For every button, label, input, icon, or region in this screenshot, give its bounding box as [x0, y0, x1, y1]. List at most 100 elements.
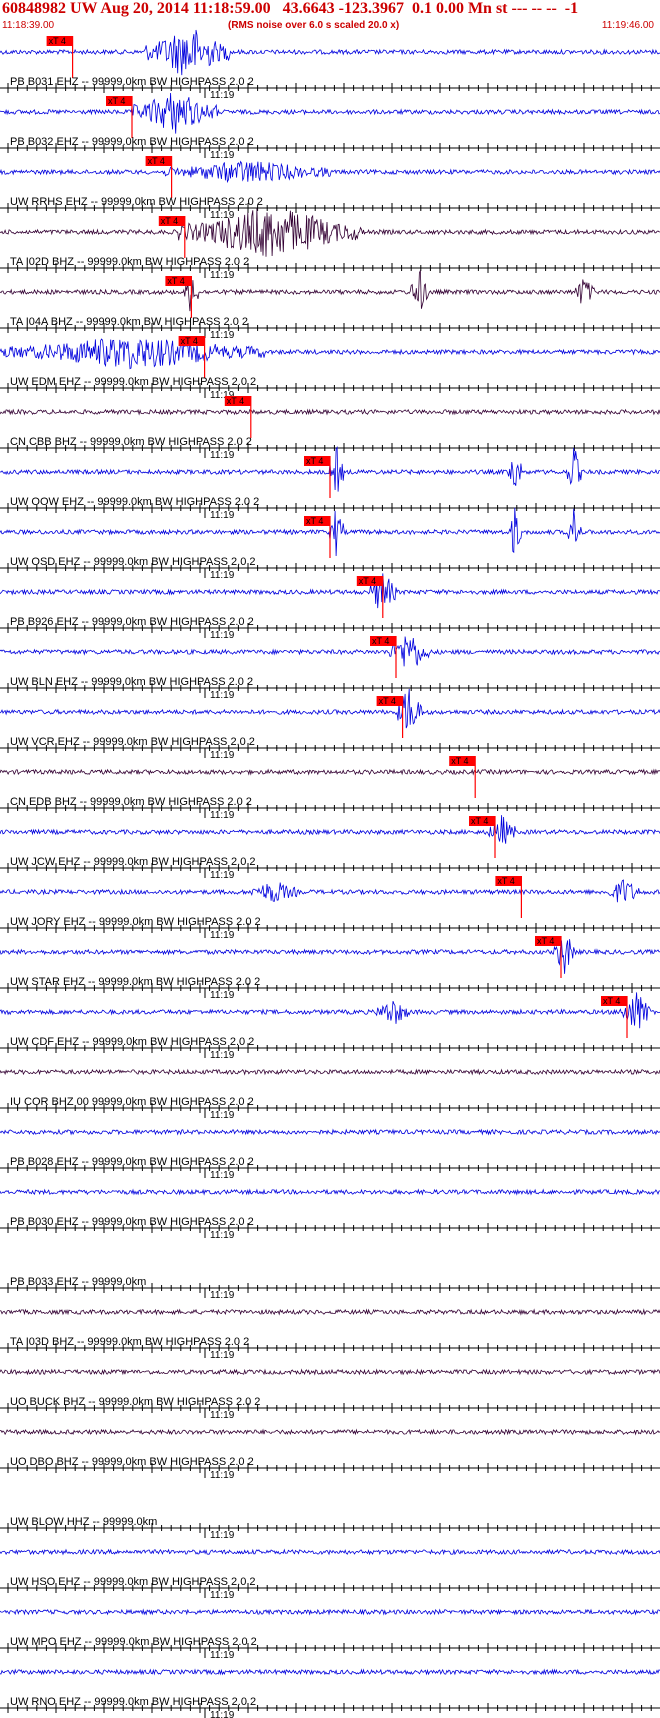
- pick-label: xT 4: [306, 516, 323, 526]
- minute-label: 11:19: [210, 1290, 235, 1301]
- pick-flag: [535, 936, 561, 946]
- station-label: TA I02D BHZ -- 99999.0km BW HIGHPASS 2.0…: [10, 256, 249, 268]
- station-label: UO BUCK BHZ -- 99999.0km BW HIGHPASS 2.0…: [10, 1396, 260, 1408]
- trace-row: 11:19 xT 4 UW JORY EHZ -- 99999.0km BW HIG…: [0, 876, 660, 941]
- trace-row: 11:19 UW BLOW HHZ -- 99999.0km: [0, 1516, 660, 1541]
- trace-row: 11:19 xT 4 UW STAR EHZ -- 99999.0km BW HIG…: [0, 936, 660, 1001]
- waveform-line: [0, 1428, 660, 1436]
- waveform-line: [0, 92, 660, 134]
- pick-flag: [165, 276, 192, 286]
- waveform-line: [0, 939, 660, 974]
- minute-label: 11:19: [210, 270, 235, 281]
- station-label: UW EDM EHZ -- 99999.0km BW HIGHPASS 2.0 …: [10, 376, 256, 388]
- station-label: PB B033 EHZ -- 99999.0km: [10, 1276, 146, 1288]
- trace-row: 11:19 UW HSO EHZ -- 99999.0km BW HIGHPASS…: [0, 1548, 660, 1601]
- station-label: UW HSO EHZ -- 99999.0km BW HIGHPASS 2.0 …: [10, 1576, 256, 1588]
- trace-row: 11:19 xT 4 UW OSD EHZ -- 99999.0km BW HIGH…: [0, 507, 660, 581]
- waveform-line: [0, 1608, 660, 1616]
- pick-flag: [106, 96, 132, 106]
- waveform-line: [0, 879, 660, 903]
- trace-row: 11:19 xT 4 PB B031 EHZ -- 99999.0km BW HIG…: [0, 29, 660, 101]
- trace-row: 11:19 xT 4 UW EDM EHZ -- 99999.0km BW HIGH…: [0, 336, 660, 401]
- waveform-line: [0, 29, 660, 76]
- waveform-line: [0, 270, 660, 312]
- pick-flag: [304, 456, 330, 466]
- pick-label: xT 4: [372, 636, 389, 646]
- minute-label: 11:19: [210, 1170, 235, 1181]
- waveform-line: [0, 688, 660, 729]
- waveform-line: [0, 408, 660, 416]
- minute-label: 11:19: [210, 1650, 235, 1661]
- waveform-line: [0, 768, 660, 776]
- waveform-line: [0, 573, 660, 609]
- waveform-line: [0, 1068, 660, 1076]
- trace-row: 11:19 xT 4 PB B032 EHZ -- 99999.0km BW HIG…: [0, 92, 660, 161]
- pick-flag: [495, 876, 522, 886]
- station-label: PB B028 EHZ -- 99999.0km BW HIGHPASS 2.0…: [10, 1156, 254, 1168]
- minute-label: 11:19: [210, 1710, 235, 1718]
- trace-row: 11:19 xT 4 UW JCW EHZ -- 99999.0km BW HIGH…: [0, 815, 660, 881]
- pick-label: xT 4: [49, 36, 66, 46]
- station-label: UW CDF EHZ -- 99999.0km BW HIGHPASS 2.0 …: [10, 1036, 254, 1048]
- pick-label: xT 4: [451, 756, 468, 766]
- station-label: UO DBO BHZ -- 99999.0km BW HIGHPASS 2.0 …: [10, 1456, 254, 1468]
- trace-row: 11:19 xT 4 UW VCR EHZ -- 99999.0km BW HIGH…: [0, 688, 660, 761]
- pick-flag: [145, 156, 172, 166]
- minute-label: 11:19: [210, 690, 235, 701]
- pick-flag: [376, 696, 403, 706]
- minute-label: 11:19: [210, 750, 235, 761]
- minute-label: 11:19: [210, 330, 235, 341]
- trace-row: 11:19 UO DBO BHZ -- 99999.0km BW HIGHPASS…: [0, 1428, 660, 1481]
- waveform-line: [0, 636, 660, 667]
- trace-row: 11:19 UO BUCK BHZ -- 99999.0km BW HIGHPAS…: [0, 1368, 660, 1421]
- trace-row: 11:19 UW RNO EHZ -- 99999.0km BW HIGHPASS…: [0, 1668, 660, 1718]
- trace-row: 11:19 xT 4 UW BLN EHZ -- 99999.0km BW HIGH…: [0, 636, 660, 701]
- waveform-line: [0, 338, 660, 370]
- trace-row: 11:19 xT 4 CN CBB BHZ -- 99999.0km BW HIGH…: [0, 396, 660, 461]
- minute-label: 11:19: [210, 870, 235, 881]
- waveform-line: [0, 208, 660, 257]
- station-label: UW JCW EHZ -- 99999.0km BW HIGHPASS 2.0 …: [10, 856, 256, 868]
- waveform-line: [0, 1188, 660, 1196]
- pick-flag: [469, 816, 495, 826]
- minute-label: 11:19: [210, 1350, 235, 1361]
- waveform-line: [0, 1308, 660, 1316]
- station-label: UW VCR EHZ -- 99999.0km BW HIGHPASS 2.0 …: [10, 736, 255, 748]
- minute-label: 11:19: [210, 1470, 235, 1481]
- pick-label: xT 4: [306, 456, 323, 466]
- event-title: 60848982 UW Aug 20, 2014 11:18:59.00 43.…: [2, 0, 579, 17]
- trace-row: 11:19 IU COR BHZ 00 99999.0km BW HIGHPASS…: [0, 1068, 660, 1121]
- minute-label: 11:19: [210, 1110, 235, 1121]
- trace-row: 11:19 PB B030 EHZ -- 99999.0km BW HIGHPAS…: [0, 1188, 660, 1241]
- minute-label: 11:19: [210, 510, 235, 521]
- pick-flag: [178, 336, 205, 346]
- station-label: PB B926 EHZ -- 99999.0km BW HIGHPASS 2.0…: [10, 616, 254, 628]
- trace-row: 11:19 xT 4 UW CDF EHZ -- 99999.0km BW HIGH…: [0, 992, 660, 1061]
- station-label: IU COR BHZ 00 99999.0km BW HIGHPASS 2.0 …: [10, 1096, 254, 1108]
- pick-label: xT 4: [108, 96, 125, 106]
- trace-row: 11:19 xT 4 UW OOW EHZ -- 99999.0km BW HIGH…: [0, 445, 660, 521]
- trace-row: 11:19 xT 4 TA I02D BHZ -- 99999.0km BW HIG…: [0, 208, 660, 281]
- minute-label: 11:19: [210, 1410, 235, 1421]
- waveform-line: [0, 1548, 660, 1556]
- trace-row: 11:19 PB B033 EHZ -- 99999.0km: [0, 1276, 660, 1301]
- pick-flag: [601, 996, 627, 1006]
- pick-label: xT 4: [497, 876, 514, 886]
- minute-label: 11:19: [210, 810, 235, 821]
- station-label: UW BLN EHZ -- 99999.0km BW HIGHPASS 2.0 …: [10, 676, 253, 688]
- pick-label: xT 4: [148, 156, 165, 166]
- minute-label: 11:19: [210, 570, 235, 581]
- minute-label: 11:19: [210, 630, 235, 641]
- noise-note: (RMS noise over 6.0 s scaled 20.0 x): [228, 20, 400, 31]
- waveform-line: [0, 992, 660, 1029]
- station-label: UW JORY EHZ -- 99999.0km BW HIGHPASS 2.0…: [10, 916, 261, 928]
- waveform-line: [0, 1668, 660, 1676]
- end-time: 11:19:46.00: [601, 20, 654, 31]
- trace-row: 11:19 xT 4 TA I04A BHZ -- 99999.0km BW HIG…: [0, 270, 660, 341]
- pick-flag: [356, 576, 383, 586]
- pick-flag: [46, 36, 73, 46]
- station-label: UW BLOW HHZ -- 99999.0km: [10, 1516, 157, 1528]
- pick-label: xT 4: [379, 696, 396, 706]
- pick-label: xT 4: [603, 996, 620, 1006]
